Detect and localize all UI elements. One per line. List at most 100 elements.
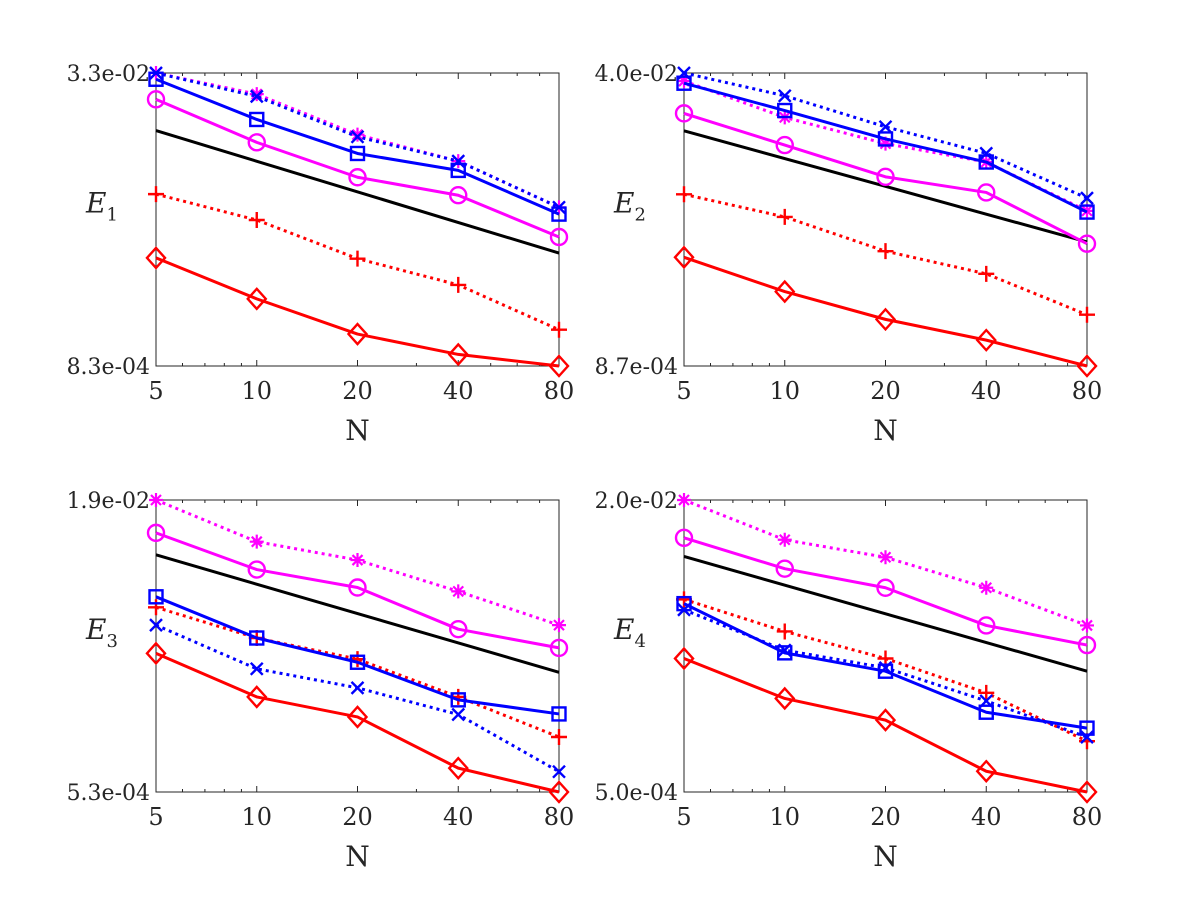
data-point-asterisk [451,584,466,599]
data-point-plus [148,186,164,203]
series-line [683,71,1088,200]
series-magenta-dotted-asterisk [149,493,566,633]
subplot-2: 5 10 20 40 80 4.0e-02 8.7e-04 N E2 [595,62,1103,447]
y-ticks: 3.3e-02 8.3e-04 [67,62,559,380]
series-line [683,111,1088,246]
data-point-diamond [975,759,997,784]
x-tick-label: 20 [870,803,901,831]
series-blue-solid-square [148,589,567,722]
series-red-solid-diamond [145,641,570,804]
data-point-plus [551,729,567,746]
data-point-circle [549,227,569,247]
data-point-square [450,162,466,179]
data-point-circle [449,619,468,639]
y-ticks: 4.0e-02 8.7e-04 [595,62,1087,380]
data-point-square [1079,720,1095,736]
data-point-circle [674,528,694,548]
data-point-cross [1080,730,1094,744]
data-point-diamond [874,708,897,732]
x-tick-label: 40 [443,377,474,405]
x-tick-label: 40 [971,377,1002,405]
data-point-cross [878,660,893,675]
data-point-plus [877,243,894,260]
data-point-plus [978,265,995,282]
data-point-circle [348,578,367,597]
x-tick-label: 40 [971,803,1002,831]
data-point-diamond [246,287,268,311]
x-axis-label: N [873,840,898,873]
y-tick-label: 5.0e-04 [595,781,678,806]
data-point-square [777,102,793,119]
x-axis-label: N [873,414,898,447]
data-point-asterisk [878,136,893,151]
subplot-4: 5 10 20 40 80 2.0e-02 5.0e-04 N E4 [595,489,1103,873]
data-point-diamond [447,342,469,367]
x-tick-label: 40 [443,803,474,831]
series-red-solid-diamond [673,245,1098,378]
data-point-cross [149,66,163,80]
series-red-dotted-plus [148,186,567,338]
series-line [155,97,560,239]
data-point-cross [777,88,792,103]
series-red-solid-diamond [673,646,1098,804]
y-tick-label: 8.3e-04 [67,355,150,380]
series-magenta-solid-circle [674,528,1097,655]
data-point-plus [551,321,567,338]
reference-line [683,555,1088,673]
data-point-asterisk [878,550,893,565]
data-point-square [450,692,466,708]
data-point-cross [979,694,994,708]
data-point-circle [674,104,694,123]
y-tick-label: 1.9e-02 [67,489,150,514]
data-point-cross [979,146,994,161]
data-point-square [349,654,366,670]
axes-box [683,499,1088,793]
data-point-diamond [673,646,695,671]
series-line [155,256,560,368]
x-tick-label: 10 [769,803,800,831]
data-point-square [877,131,894,147]
data-point-cross [677,66,691,80]
data-point-cross [552,764,566,779]
reference-line [683,129,1088,244]
data-point-asterisk [1080,618,1094,633]
data-point-asterisk [979,580,994,595]
y-tick-label: 3.3e-02 [67,62,150,87]
x-ticks: 5 10 20 40 80 [676,73,1102,405]
data-point-diamond [145,246,167,270]
data-point-diamond [774,686,796,711]
series-blue-dotted-cross [149,618,566,779]
data-point-square [349,145,366,162]
series-line [155,651,560,794]
x-tick-label: 10 [241,377,272,405]
data-point-square [676,75,692,91]
data-point-circle [247,133,266,152]
axes-box [155,499,560,793]
data-point-cross [552,200,566,215]
x-tick-label: 20 [342,803,373,831]
data-point-square [551,706,567,722]
axes-box [155,72,560,367]
series-line [683,536,1088,647]
data-point-cross [878,119,893,134]
data-point-square [978,154,994,170]
data-point-diamond [548,354,570,378]
data-point-diamond [447,756,469,780]
data-point-square [777,645,793,661]
y-tick-label: 8.7e-04 [595,355,678,380]
data-point-circle [977,183,996,202]
data-point-cross [350,680,365,695]
data-point-plus [148,599,164,616]
x-tick-label: 80 [1072,803,1103,831]
data-point-diamond [673,245,695,270]
x-tick-label: 80 [544,377,575,405]
x-tick-label: 5 [676,803,691,831]
data-point-circle [775,135,794,155]
data-point-circle [247,560,266,579]
data-point-diamond [975,328,997,352]
series-line [155,531,560,650]
series-magenta-dotted-asterisk [677,493,1094,633]
y-axis-label: E4 [613,613,646,652]
x-tick-label: 10 [241,803,272,831]
data-point-asterisk [249,87,264,102]
